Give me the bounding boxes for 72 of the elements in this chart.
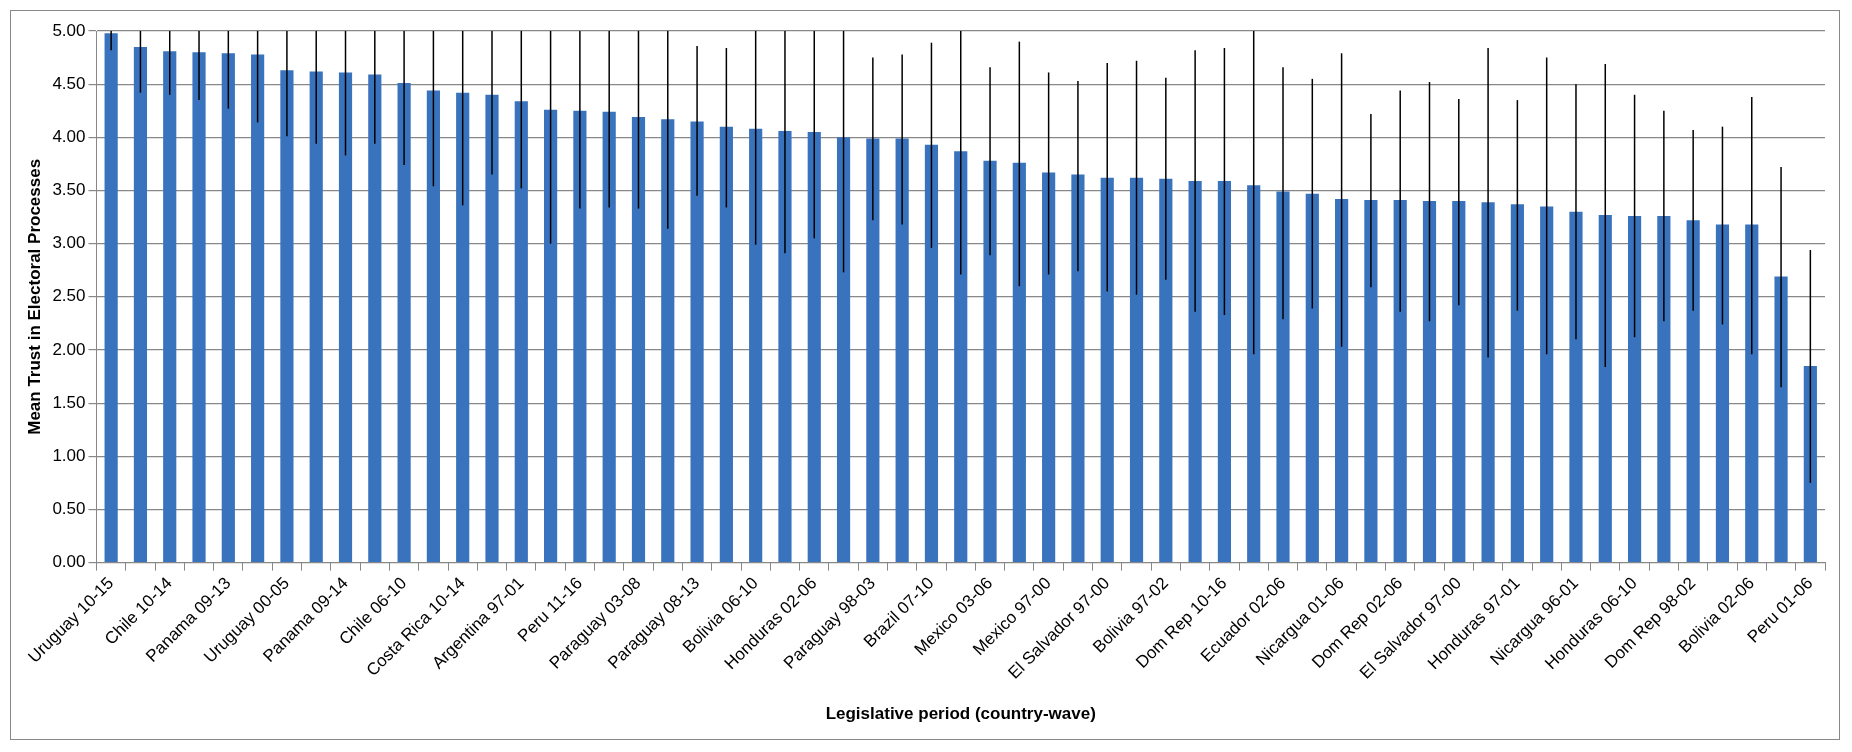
bar (1569, 211, 1583, 563)
bar (1745, 224, 1759, 563)
bar (221, 53, 235, 563)
bar (1627, 216, 1642, 563)
bar (1540, 206, 1554, 563)
bar (1129, 177, 1144, 563)
bar (338, 72, 353, 563)
bar (1774, 276, 1788, 563)
bar (1217, 180, 1232, 563)
bar (573, 110, 587, 563)
bar (163, 51, 177, 563)
y-tick-label: 5.00 (52, 20, 86, 40)
bar (836, 137, 851, 563)
bar (983, 160, 997, 563)
bar (1188, 180, 1202, 563)
bar (954, 151, 968, 563)
x-axis-title: Legislative period (country-wave) (825, 704, 1096, 724)
bar (1422, 201, 1437, 563)
bar (778, 130, 792, 563)
bar (690, 121, 704, 563)
bar (1364, 200, 1378, 563)
y-axis-title: Mean Trust in Electoral Processes (24, 158, 44, 435)
bar (1393, 200, 1407, 563)
bar (1247, 185, 1261, 563)
bar (807, 132, 821, 563)
y-tick-label: 2.50 (52, 286, 86, 306)
y-tick-label: 1.00 (52, 445, 86, 465)
bar (1598, 214, 1612, 563)
bar (1276, 191, 1290, 563)
bar (104, 33, 118, 563)
bar (1510, 204, 1524, 563)
bar (1042, 172, 1056, 563)
bar (631, 117, 646, 563)
bar (397, 83, 411, 563)
bar (1305, 193, 1319, 563)
bar (895, 138, 909, 563)
bar (192, 52, 206, 563)
y-tick-label: 3.00 (52, 233, 86, 253)
bar (251, 54, 265, 563)
bar (1012, 162, 1026, 563)
bar (1657, 216, 1671, 563)
bar (1071, 174, 1085, 563)
bar (456, 92, 470, 563)
y-tick-label: 4.50 (52, 73, 86, 93)
bar (749, 128, 763, 563)
bar (1452, 201, 1466, 563)
bar (1481, 202, 1495, 563)
bar (1159, 178, 1173, 563)
bar (426, 90, 440, 563)
bar (602, 111, 616, 563)
bar (280, 70, 294, 563)
bar (1715, 224, 1730, 563)
bar (514, 101, 528, 563)
bar (661, 119, 675, 563)
bar (924, 144, 939, 563)
y-tick-label: 4.00 (52, 127, 86, 147)
y-tick-label: 0.50 (52, 499, 86, 519)
bar (133, 46, 148, 563)
bar (368, 74, 382, 563)
bar (1686, 220, 1700, 563)
bar (1335, 198, 1349, 563)
y-tick-label: 0.00 (52, 552, 86, 572)
bar (485, 94, 499, 563)
bar (1803, 365, 1817, 563)
bar (719, 126, 733, 563)
bar (309, 71, 323, 563)
y-tick-label: 3.50 (52, 180, 86, 200)
y-tick-label: 2.00 (52, 339, 86, 359)
bar (1100, 177, 1114, 563)
bar (866, 138, 880, 563)
y-tick-label: 1.50 (52, 392, 86, 412)
bar (544, 109, 558, 563)
